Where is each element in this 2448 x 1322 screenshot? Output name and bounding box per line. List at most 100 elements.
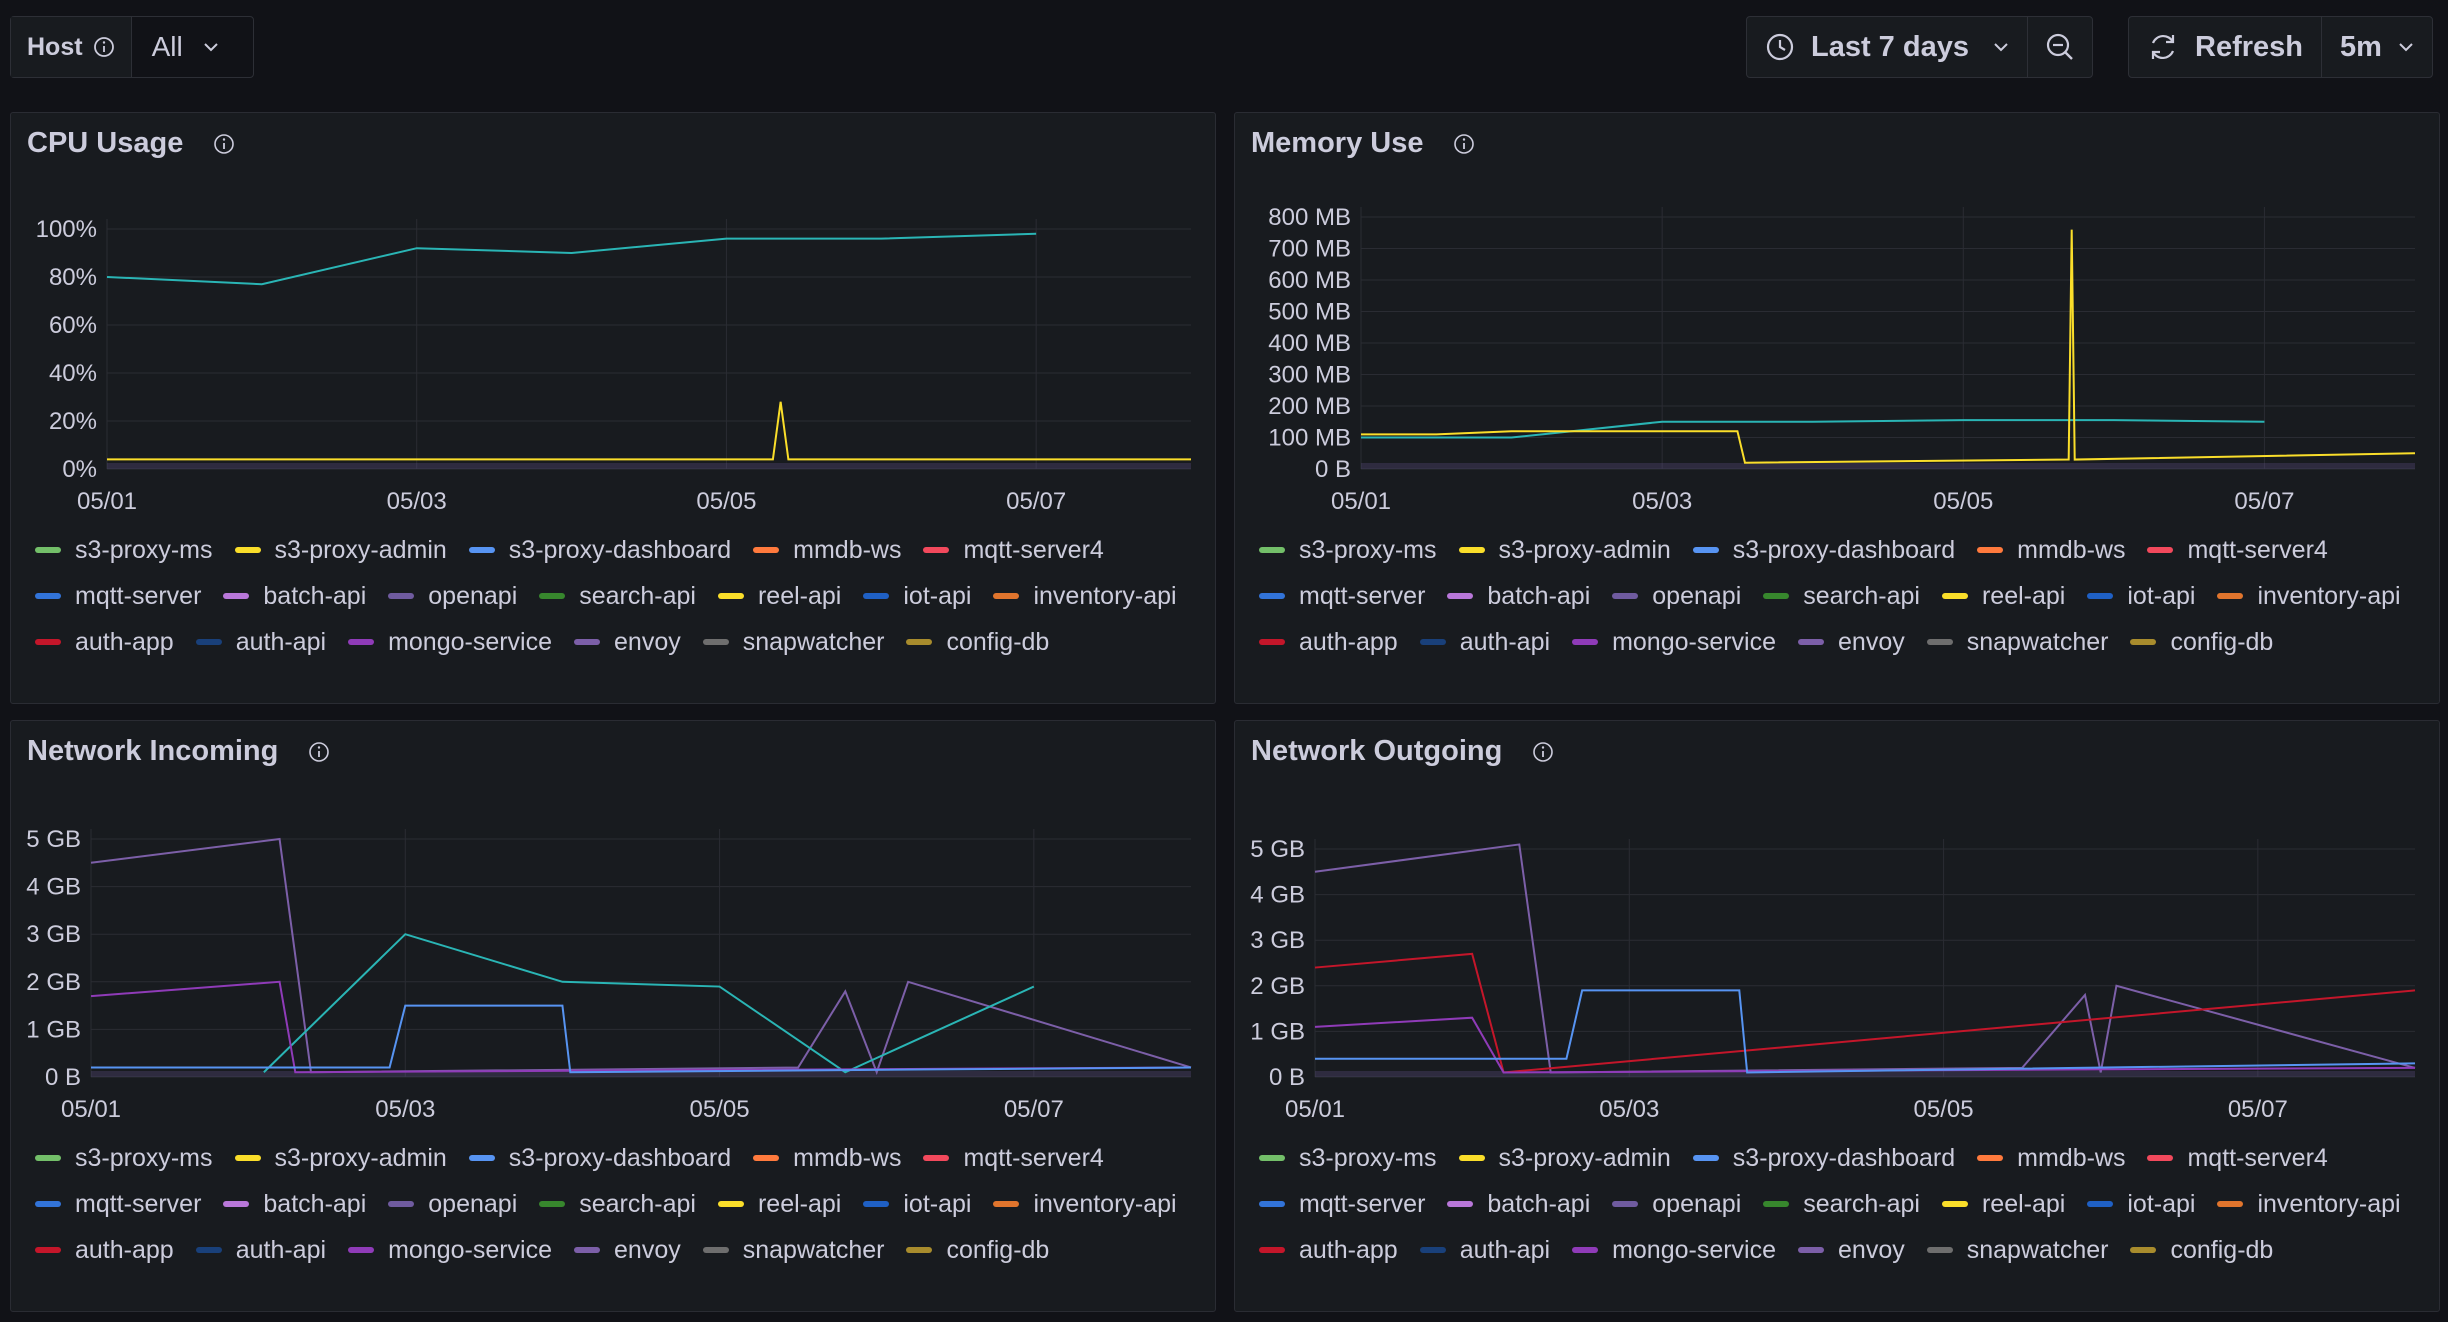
legend-item[interactable]: mqtt-server4 bbox=[2147, 1135, 2328, 1181]
legend-item[interactable]: mqtt-server4 bbox=[923, 1135, 1104, 1181]
legend-item[interactable]: iot-api bbox=[2087, 1181, 2195, 1227]
memory-use-chart[interactable]: 0 B 100 MB 200 MB 300 MB 400 MB 500 MB 600 MB 7… bbox=[1235, 113, 2440, 533]
legend-item[interactable]: auth-app bbox=[35, 1227, 174, 1265]
legend-item[interactable]: config-db bbox=[2130, 619, 2273, 657]
legend-item[interactable]: openapi bbox=[388, 1181, 517, 1227]
legend-item[interactable]: s3-proxy-dashboard bbox=[468, 1135, 731, 1181]
legend-item[interactable]: snapwatcher bbox=[702, 619, 884, 657]
legend-item[interactable]: openapi bbox=[388, 573, 517, 619]
legend-item[interactable]: reel-api bbox=[1941, 1181, 2065, 1227]
legend-item[interactable]: mmdb-ws bbox=[1977, 527, 2125, 573]
refresh-interval-picker[interactable]: 5m bbox=[2321, 17, 2432, 77]
legend-item[interactable]: envoy bbox=[1798, 1227, 1905, 1265]
info-icon[interactable] bbox=[213, 133, 235, 155]
network-incoming-chart[interactable]: 0 B 1 GB 2 GB 3 GB 4 GB 5 GB 05/01 05/03 05/05 05… bbox=[11, 721, 1216, 1141]
legend-item[interactable]: s3-proxy-admin bbox=[234, 527, 447, 573]
legend-item[interactable]: openapi bbox=[1612, 573, 1741, 619]
legend-item[interactable]: inventory-api bbox=[2217, 573, 2401, 619]
legend-item[interactable]: inventory-api bbox=[2217, 1181, 2401, 1227]
legend-item[interactable]: snapwatcher bbox=[702, 1227, 884, 1265]
legend-item[interactable]: mongo-service bbox=[348, 619, 552, 657]
legend-item[interactable]: mmdb-ws bbox=[753, 1135, 901, 1181]
legend-item[interactable]: reel-api bbox=[717, 1181, 841, 1227]
legend-item[interactable]: auth-app bbox=[35, 619, 174, 657]
legend-swatch bbox=[753, 547, 780, 553]
legend-item[interactable]: auth-app bbox=[1259, 1227, 1398, 1265]
legend-item[interactable]: s3-proxy-ms bbox=[1259, 527, 1437, 573]
legend-item[interactable]: s3-proxy-admin bbox=[1458, 527, 1671, 573]
legend-item[interactable]: mmdb-ws bbox=[753, 527, 901, 573]
legend-item[interactable]: auth-api bbox=[1419, 619, 1550, 657]
legend-item[interactable]: snapwatcher bbox=[1926, 619, 2108, 657]
legend-item[interactable]: envoy bbox=[574, 619, 681, 657]
legend-item[interactable]: mqtt-server bbox=[1259, 573, 1425, 619]
legend-item[interactable]: mongo-service bbox=[1572, 619, 1776, 657]
y-tick-label: 800 MB bbox=[1268, 204, 1351, 231]
legend-item[interactable]: openapi bbox=[1612, 1181, 1741, 1227]
host-select[interactable]: All bbox=[132, 17, 239, 77]
legend-item[interactable]: search-api bbox=[1763, 1181, 1920, 1227]
legend-item[interactable]: config-db bbox=[2130, 1227, 2273, 1265]
legend-item[interactable]: s3-proxy-admin bbox=[1458, 1135, 1671, 1181]
legend-item[interactable]: mqtt-server bbox=[1259, 1181, 1425, 1227]
legend-swatch bbox=[35, 1247, 61, 1253]
legend-item[interactable]: reel-api bbox=[1941, 573, 2065, 619]
legend-item[interactable]: inventory-api bbox=[993, 573, 1177, 619]
legend-label: auth-api bbox=[235, 627, 327, 656]
time-range-picker[interactable]: Last 7 days bbox=[1747, 17, 2027, 77]
legend-item[interactable]: auth-api bbox=[1419, 1227, 1550, 1265]
legend-item[interactable]: s3-proxy-dashboard bbox=[1692, 527, 1955, 573]
info-icon[interactable] bbox=[1532, 741, 1554, 763]
legend-item[interactable]: s3-proxy-admin bbox=[234, 1135, 447, 1181]
legend-item[interactable]: iot-api bbox=[863, 1181, 971, 1227]
legend-item[interactable]: mqtt-server4 bbox=[2147, 527, 2328, 573]
legend-item[interactable]: search-api bbox=[1763, 573, 1920, 619]
legend-item[interactable]: auth-api bbox=[195, 619, 327, 657]
legend-swatch bbox=[1977, 547, 2004, 553]
legend-item[interactable]: iot-api bbox=[863, 573, 971, 619]
legend-item[interactable]: search-api bbox=[539, 573, 696, 619]
legend-item[interactable]: batch-api bbox=[223, 1181, 366, 1227]
legend-item[interactable]: mqtt-server bbox=[35, 1181, 201, 1227]
legend-item[interactable]: s3-proxy-ms bbox=[35, 527, 213, 573]
legend-item[interactable]: snapwatcher bbox=[1926, 1227, 2108, 1265]
legend-item[interactable]: batch-api bbox=[1447, 1181, 1590, 1227]
time-range-label: Last 7 days bbox=[1811, 30, 1969, 63]
network-outgoing-chart[interactable]: 0 B 1 GB 2 GB 3 GB 4 GB 5 GB 05/01 05/03 05/05 05… bbox=[1235, 721, 2440, 1141]
legend-item[interactable]: mqtt-server4 bbox=[923, 527, 1104, 573]
legend-item[interactable]: envoy bbox=[1798, 619, 1905, 657]
legend-item[interactable]: reel-api bbox=[717, 573, 841, 619]
info-icon[interactable] bbox=[1453, 133, 1475, 155]
info-icon[interactable] bbox=[308, 741, 330, 763]
legend-item[interactable]: s3-proxy-ms bbox=[35, 1135, 213, 1181]
legend-item[interactable]: batch-api bbox=[1447, 573, 1590, 619]
legend-item[interactable]: config-db bbox=[906, 1227, 1049, 1265]
legend-item[interactable]: mongo-service bbox=[348, 1227, 552, 1265]
legend-item[interactable]: auth-app bbox=[1259, 619, 1398, 657]
legend-item[interactable]: mmdb-ws bbox=[1977, 1135, 2125, 1181]
legend-swatch bbox=[717, 593, 744, 599]
legend-item[interactable]: auth-api bbox=[195, 1227, 326, 1265]
y-tick-label: 4 GB bbox=[26, 874, 81, 901]
legend-label: mmdb-ws bbox=[793, 535, 902, 564]
legend-item[interactable]: batch-api bbox=[223, 573, 366, 619]
legend-swatch bbox=[923, 1155, 950, 1161]
zoom-out-button[interactable] bbox=[2026, 17, 2092, 77]
legend-item[interactable]: mqtt-server bbox=[35, 573, 201, 619]
legend-swatch bbox=[234, 547, 261, 553]
legend-item[interactable]: iot-api bbox=[2087, 573, 2195, 619]
refresh-button[interactable]: Refresh bbox=[2129, 17, 2321, 77]
legend-swatch bbox=[35, 1155, 61, 1161]
legend-item[interactable]: s3-proxy-dashboard bbox=[1692, 1135, 1956, 1181]
cpu-usage-chart[interactable]: 0% 20% 40% 60% 80% 100% 05/01 05/03 05/05 05/07 bbox=[11, 113, 1216, 533]
legend-item[interactable]: envoy bbox=[574, 1227, 681, 1265]
legend-item[interactable]: mongo-service bbox=[1572, 1227, 1776, 1265]
legend-item[interactable]: s3-proxy-dashboard bbox=[468, 527, 731, 573]
legend-item[interactable]: config-db bbox=[906, 619, 1049, 657]
legend-item[interactable]: inventory-api bbox=[993, 1181, 1177, 1227]
legend-item[interactable]: s3-proxy-ms bbox=[1259, 1135, 1437, 1181]
info-icon[interactable] bbox=[93, 36, 115, 58]
legend-item[interactable]: search-api bbox=[539, 1181, 696, 1227]
legend-label: search-api bbox=[1803, 581, 1920, 610]
legend-label: s3-proxy-dashboard bbox=[1732, 1143, 1956, 1172]
